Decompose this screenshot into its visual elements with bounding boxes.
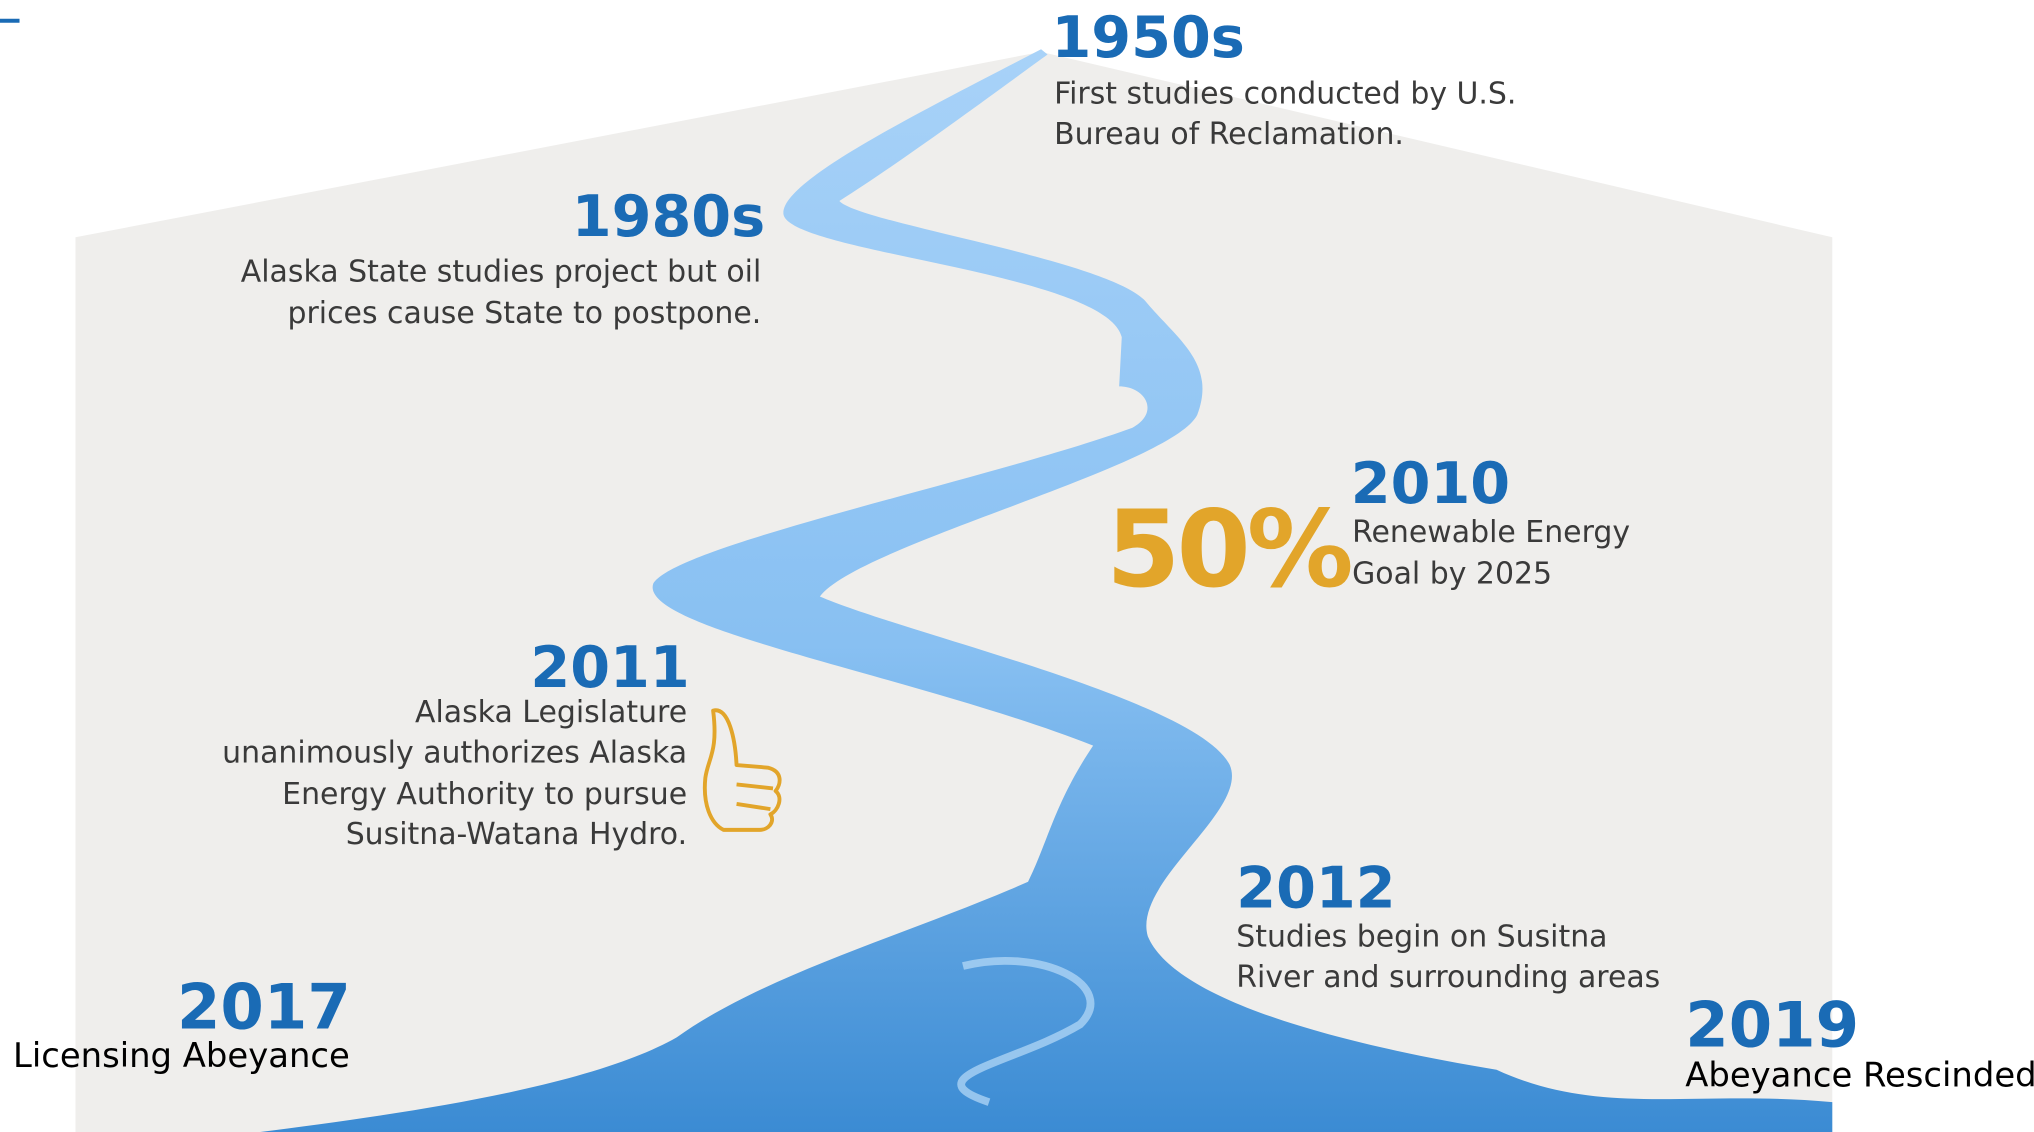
event-year: 1980s bbox=[572, 184, 765, 250]
event-text: Alaska Legislature bbox=[415, 695, 687, 730]
river bbox=[260, 49, 1833, 1132]
event-text: Studies begin on Susitna bbox=[1236, 920, 1607, 955]
event-text: prices cause State to postpone. bbox=[288, 296, 762, 331]
background-shape bbox=[75, 51, 1833, 1132]
event-text: Abeyance Rescinded bbox=[1685, 1056, 2034, 1095]
event-text: Alaska State studies project but oil bbox=[241, 254, 762, 289]
event-year: 2010 bbox=[1351, 451, 1510, 517]
event-text: Susitna-Watana Hydro. bbox=[346, 817, 687, 852]
event-text: Energy Authority to pursue bbox=[282, 777, 687, 812]
river-highlight bbox=[957, 957, 1095, 1106]
event-text: unanimously authorizes Alaska bbox=[222, 735, 687, 770]
event-text: Goal by 2025 bbox=[1352, 557, 1552, 592]
thumbs-up-icon bbox=[702, 708, 782, 832]
event-year: 1950s bbox=[1051, 5, 1244, 71]
event-text: Licensing Abeyance bbox=[13, 1036, 350, 1075]
event-text: River and surrounding areas bbox=[1236, 960, 1660, 995]
event-text: First studies conducted by U.S. bbox=[1054, 77, 1516, 112]
event-text: Renewable Energy bbox=[1352, 515, 1630, 550]
event-year: 2019 bbox=[1685, 989, 1859, 1062]
event-text: Bureau of Reclamation. bbox=[1054, 117, 1404, 152]
badge-text: 50% bbox=[1106, 488, 1351, 612]
event-year: 2012 bbox=[1236, 856, 1395, 922]
event-year: 2017 bbox=[177, 970, 351, 1043]
event-year: 2011 bbox=[530, 635, 689, 701]
